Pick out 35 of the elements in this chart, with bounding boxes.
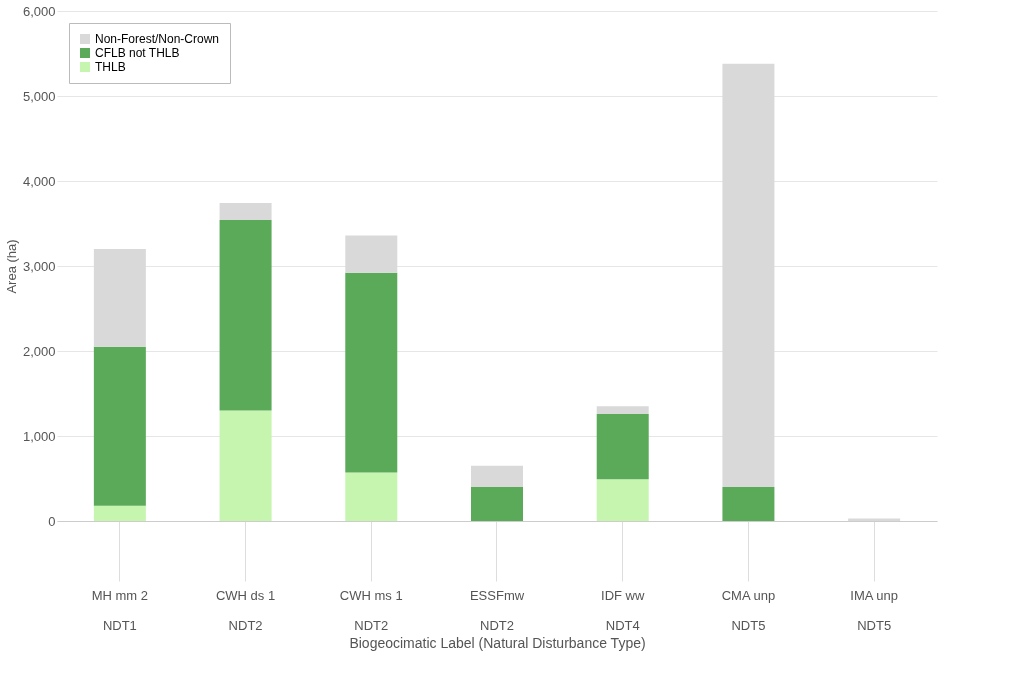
bar	[219, 203, 272, 221]
bar	[93, 505, 146, 521]
x-tick-label: CWH ds 1 NDT2	[215, 587, 276, 633]
bar	[345, 272, 398, 473]
bar	[471, 465, 523, 487]
y-tick-label: 3,000	[22, 258, 56, 274]
bar	[345, 235, 398, 273]
x-tick-label: IDF ww NDT4	[601, 587, 645, 633]
x-axis-title: Biogeocimatic Label (Natural Disturbance Type)	[349, 634, 646, 651]
y-tick-label: 2,000	[22, 343, 56, 359]
y-tick-label: 5,000	[22, 88, 56, 104]
bar	[596, 413, 649, 480]
y-tick-label: 6,000	[22, 3, 56, 19]
bar	[93, 249, 146, 347]
y-tick-label: 0	[48, 513, 56, 529]
x-tick-label: CMA unp NDT5	[721, 587, 776, 633]
x-tick-label: IMA unp NDT5	[850, 587, 898, 633]
bar	[722, 487, 775, 521]
y-tick-label: 4,000	[22, 173, 56, 189]
bar	[722, 63, 775, 487]
legend-label: CFLB not THLB	[95, 46, 180, 60]
x-tick-label: ESSFmw NDT2	[469, 587, 525, 633]
x-tick-label: CWH ms 1 NDT2	[339, 587, 403, 633]
bar	[345, 472, 398, 521]
x-tick-label: MH mm 2 NDT1	[91, 587, 149, 633]
legend-label: THLB	[95, 60, 126, 74]
y-axis-title: Area (ha)	[3, 239, 19, 294]
bar	[596, 479, 649, 521]
legend-label: Non-Forest/Non-Crown	[95, 32, 220, 46]
bar	[471, 487, 523, 521]
bar	[219, 410, 272, 521]
bar	[596, 406, 649, 414]
bar	[93, 346, 146, 506]
bar	[219, 220, 272, 411]
y-tick-label: 1,000	[22, 428, 56, 444]
